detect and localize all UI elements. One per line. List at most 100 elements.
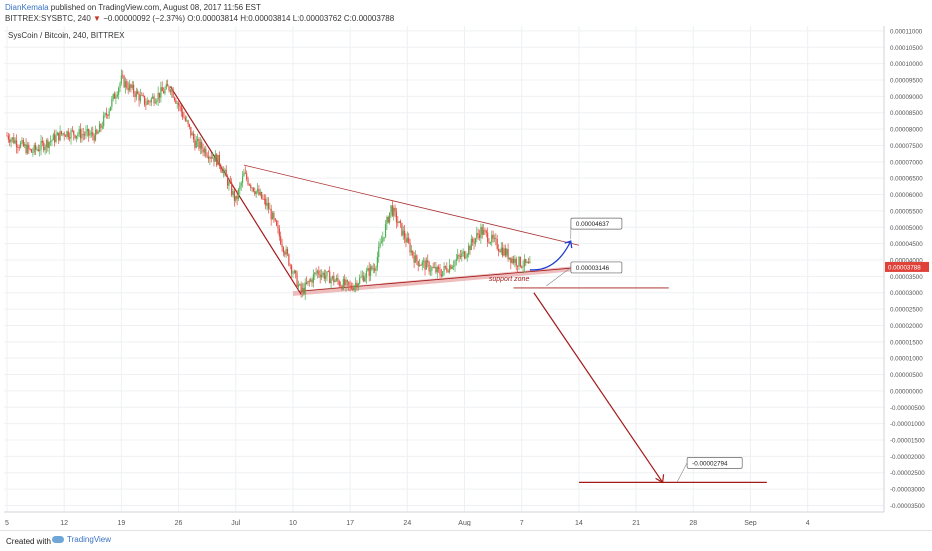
candle-body	[363, 276, 364, 282]
candle-body	[201, 142, 202, 149]
support-price-label-text: 0.00003146	[576, 265, 610, 272]
y-tick-label: 0.00009000	[890, 94, 923, 101]
candle-body	[491, 235, 492, 243]
candle-body	[149, 102, 150, 103]
candle-body	[141, 95, 142, 96]
candle-body	[490, 242, 491, 243]
candle-body	[171, 89, 172, 91]
candle-body	[256, 191, 257, 194]
y-tick-label: -0.00002500	[890, 470, 925, 477]
candle-body	[518, 257, 519, 267]
candle-body	[422, 262, 423, 266]
author-link[interactable]: DianKemala	[5, 3, 49, 12]
candle-body	[166, 84, 167, 89]
candle-body	[503, 248, 504, 255]
candle-body	[121, 76, 122, 84]
candle-body	[454, 261, 455, 266]
ohlc-open: O:0.00003814	[187, 14, 238, 23]
y-tick-label: 0.00000500	[890, 372, 923, 379]
candle-body	[35, 145, 36, 149]
candle-body	[25, 144, 26, 153]
candle-body	[461, 253, 462, 257]
x-tick-label: 7	[520, 520, 524, 526]
candle-body	[209, 157, 210, 159]
candle-body	[442, 271, 443, 276]
candle-body	[517, 266, 518, 267]
candle-body	[464, 251, 465, 258]
tradingview-cloud-icon	[52, 536, 64, 543]
candle-body	[290, 265, 291, 266]
candle-body	[359, 278, 360, 284]
candle-body	[117, 95, 118, 97]
target-up-label-text: 0.00004637	[576, 221, 610, 228]
candle-body	[279, 228, 280, 236]
candle-body	[322, 273, 323, 275]
candle-body	[343, 279, 344, 289]
candle-body	[99, 124, 100, 132]
chart-header: DianKemala published on TradingView.com,…	[0, 0, 932, 26]
y-tick-label: -0.00001000	[890, 421, 925, 428]
candle-body	[404, 231, 405, 239]
candle-body	[239, 186, 240, 190]
candle-body	[49, 142, 50, 148]
candle-body	[254, 191, 255, 194]
candle-body	[427, 260, 428, 262]
candle-body	[6, 136, 7, 137]
candle-body	[250, 185, 251, 188]
candle-body	[332, 276, 333, 279]
candle-body	[95, 130, 96, 141]
candle-body	[306, 282, 307, 283]
candle-body	[228, 182, 229, 186]
candle-body	[10, 139, 11, 142]
candle-body	[57, 133, 58, 136]
y-tick-label: 0.00006500	[890, 176, 923, 183]
candle-body	[197, 139, 198, 141]
candle-body	[220, 165, 221, 170]
candle-body	[167, 84, 168, 86]
candle-body	[429, 262, 430, 271]
candle-body	[354, 286, 355, 290]
candle-body	[303, 288, 304, 294]
candle-body	[280, 236, 281, 244]
tradingview-brand[interactable]: TradingView	[52, 535, 111, 544]
candle-body	[245, 173, 246, 174]
candle-body	[450, 265, 451, 269]
candle-body	[414, 256, 415, 263]
candle-body	[302, 288, 303, 293]
y-tick-label: 0.00007500	[890, 143, 923, 150]
candle-body	[371, 266, 372, 269]
candle-body	[54, 134, 55, 142]
candle-body	[246, 173, 247, 178]
candle-body	[352, 288, 353, 290]
candle-body	[344, 279, 345, 285]
candle-body	[326, 271, 327, 276]
candle-body	[408, 238, 409, 243]
candle-body	[330, 279, 331, 284]
candle-body	[345, 280, 346, 285]
candle-body	[43, 143, 44, 151]
candle-body	[281, 244, 282, 247]
candle-body	[15, 140, 16, 143]
candle-body	[128, 88, 129, 91]
candle-body	[115, 97, 116, 99]
candle-body	[433, 267, 434, 268]
y-tick-label: -0.00001500	[890, 438, 925, 445]
candle-body	[134, 93, 135, 97]
y-tick-label: 0.00001500	[890, 339, 923, 346]
candle-body	[13, 137, 14, 143]
candle-body	[527, 262, 528, 263]
candle-body	[434, 267, 435, 268]
candle-body	[76, 136, 77, 138]
candle-body	[483, 230, 484, 235]
candle-body	[291, 266, 292, 274]
candle-body	[103, 115, 104, 126]
candle-body	[460, 256, 461, 257]
candle-body	[507, 249, 508, 259]
candle-body	[208, 157, 209, 159]
candle-body	[337, 278, 338, 281]
candle-body	[126, 81, 127, 87]
candle-body	[124, 76, 125, 87]
candle-body	[321, 275, 322, 278]
